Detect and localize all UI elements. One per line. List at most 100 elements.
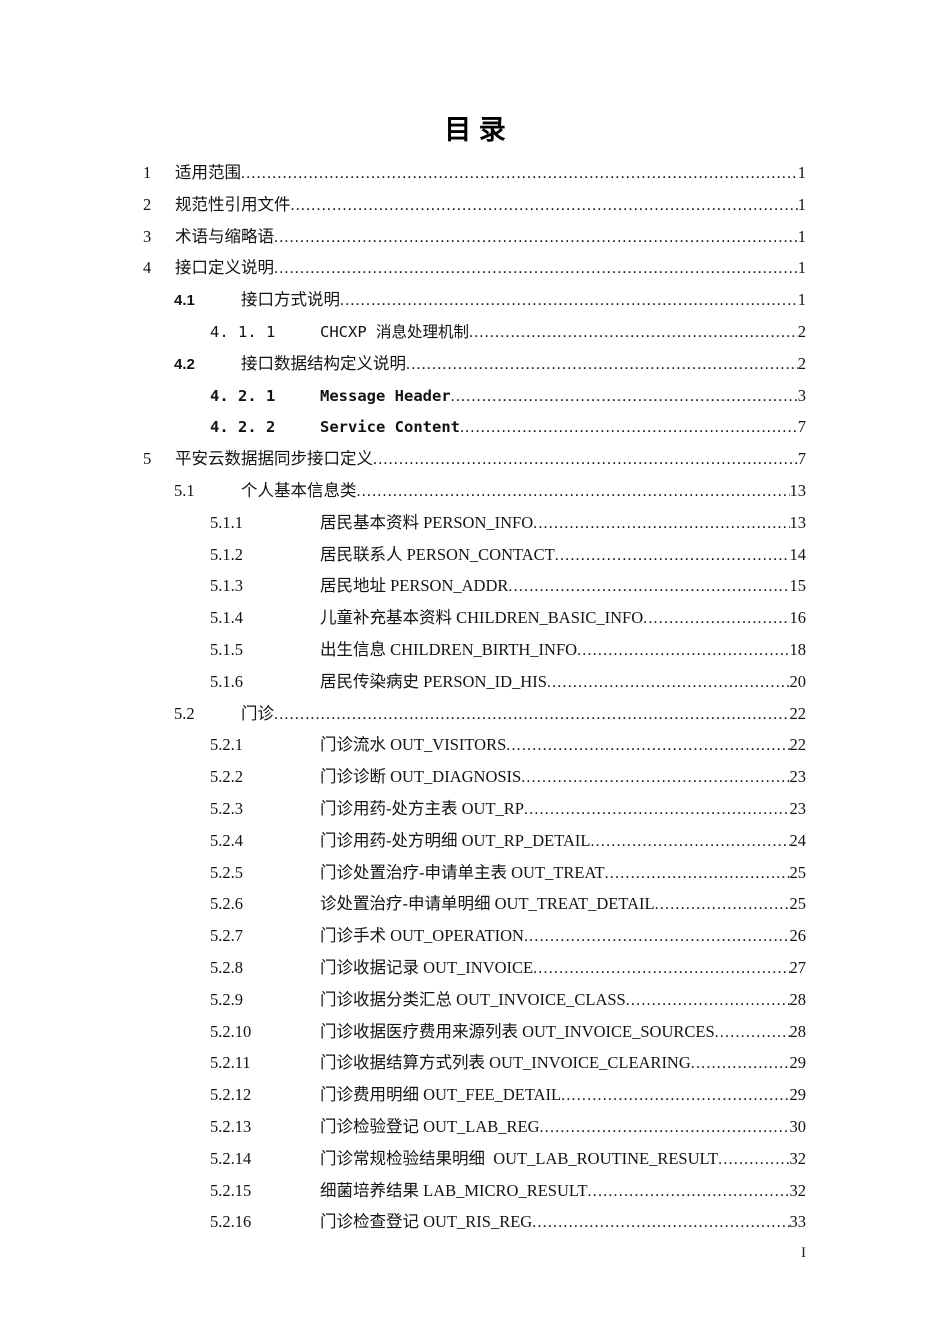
toc-entry[interactable]: 5.2.8 门诊收据记录 OUT_INVOICE 27 (143, 953, 806, 985)
dot-leader (406, 349, 798, 381)
toc-entry-title: 居民联系人 PERSON_CONTACT (320, 544, 555, 564)
toc-entry-title: 门诊用药-处方主表 OUT_RP (320, 798, 524, 818)
toc-entry[interactable]: 5.2.10 门诊收据医疗费用来源列表 OUT_INVOICE_SOURCES … (143, 1017, 806, 1049)
toc-entry[interactable]: 2 规范性引用文件 1 (143, 190, 806, 222)
toc-entry-title: 平安云数据据同步接口定义 (175, 449, 373, 469)
toc-entry-number: 4. 2. 2 (210, 418, 276, 437)
dot-leader (605, 858, 790, 890)
toc-entry[interactable]: 5 平安云数据据同步接口定义 7 (143, 444, 806, 476)
toc-entry-title: 门诊 (241, 703, 274, 723)
toc-entry[interactable]: 5.2 门诊 22 (143, 699, 806, 731)
toc-entry-number: 5.1 (174, 480, 195, 500)
toc-entry-title: 门诊检验登记 OUT_LAB_REG (320, 1116, 540, 1136)
toc-entry[interactable]: 5.1.5 出生信息 CHILDREN_BIRTH_INFO 18 (143, 635, 806, 667)
dot-leader (718, 1144, 789, 1176)
dot-leader (588, 1176, 790, 1208)
toc-list: 1 适用范围 1 2 规范性引用文件 1 3 术语与缩略语 1 4 接口定义说明… (143, 158, 806, 1239)
dot-leader (555, 540, 790, 572)
toc-entry-number: 5.2.10 (210, 1021, 252, 1041)
toc-entry-number: 5.2.7 (210, 926, 243, 946)
toc-entry-number: 5.2 (174, 703, 195, 723)
toc-entry-number: 5.2.6 (210, 894, 243, 914)
toc-entry-title: Message Header (320, 386, 451, 405)
toc-entry-number: 5.2.12 (210, 1085, 252, 1105)
dot-leader (241, 158, 798, 190)
toc-entry-title: 适用范围 (175, 163, 241, 182)
toc-entry-number: 5.2.16 (210, 1212, 252, 1232)
toc-entry-title: 诊处置治疗-申请单明细 OUT_TREAT_DETAIL (320, 894, 655, 914)
toc-entry-page: 1 (797, 226, 806, 246)
footer-page-number: I (801, 1245, 806, 1261)
toc-entry-page: 23 (789, 767, 807, 787)
dot-leader (274, 222, 798, 254)
toc-entry-number: 5.1.6 (210, 671, 243, 691)
toc-entry-number: 5.1.5 (210, 639, 243, 659)
toc-entry[interactable]: 5.2.5 门诊处置治疗-申请单主表 OUT_TREAT 25 (143, 858, 806, 890)
dot-leader (508, 571, 789, 603)
toc-entry[interactable]: 4. 2. 1 Message Header 3 (143, 381, 806, 413)
toc-entry[interactable]: 5.2.9 门诊收据分类汇总 OUT_INVOICE_CLASS 28 (143, 985, 806, 1017)
toc-entry[interactable]: 5.2.11 门诊收据结算方式列表 OUT_INVOICE_CLEARING 2… (143, 1048, 806, 1080)
toc-entry-page: 26 (789, 926, 807, 946)
toc-entry[interactable]: 4.2 接口数据结构定义说明 2 (143, 349, 806, 381)
toc-entry-title: 门诊处置治疗-申请单主表 OUT_TREAT (320, 862, 605, 882)
toc-entry-title: Service Content (320, 418, 460, 437)
toc-entry-title: CHCXP 消息处理机制 (320, 322, 469, 341)
toc-entry[interactable]: 5.1.1 居民基本资料 PERSON_INFO 13 (143, 508, 806, 540)
toc-entry-page: 1 (797, 194, 806, 214)
toc-entry-title: 接口数据结构定义说明 (241, 353, 406, 373)
toc-entry-page: 28 (789, 1021, 807, 1041)
toc-entry[interactable]: 4.1 接口方式说明 1 (143, 285, 806, 317)
toc-entry-number: 2 (143, 194, 152, 214)
toc-entry[interactable]: 5.1.4 儿童补充基本资料 CHILDREN_BASIC_INFO 16 (143, 603, 806, 635)
toc-entry[interactable]: 4. 2. 2 Service Content 7 (143, 412, 806, 444)
toc-entry-number: 5.2.8 (210, 957, 243, 977)
dot-leader (451, 381, 798, 413)
toc-entry[interactable]: 5.1.3 居民地址 PERSON_ADDR 15 (143, 571, 806, 603)
toc-entry-page: 32 (789, 1148, 807, 1168)
toc-entry[interactable]: 5.1.2 居民联系人 PERSON_CONTACT 14 (143, 540, 806, 572)
dot-leader (373, 444, 798, 476)
toc-entry[interactable]: 5.2.1 门诊流水 OUT_VISITORS 22 (143, 730, 806, 762)
toc-entry[interactable]: 5.2.3 门诊用药-处方主表 OUT_RP 23 (143, 794, 806, 826)
dot-leader (626, 985, 790, 1017)
toc-entry[interactable]: 4. 1. 1 CHCXP 消息处理机制 2 (143, 317, 806, 349)
toc-entry[interactable]: 5.1 个人基本信息类 13 (143, 476, 806, 508)
toc-entry[interactable]: 5.2.13 门诊检验登记 OUT_LAB_REG 30 (143, 1112, 806, 1144)
toc-entry-number: 4.1 (174, 292, 195, 310)
toc-entry-number: 5.2.2 (210, 767, 243, 787)
toc-entry-page: 29 (789, 1053, 807, 1073)
dot-leader (524, 794, 790, 826)
toc-entry-page: 2 (797, 353, 806, 373)
toc-entry[interactable]: 5.1.6 居民传染病史 PERSON_ID_HIS 20 (143, 667, 806, 699)
toc-entry[interactable]: 5.2.6 诊处置治疗-申请单明细 OUT_TREAT_DETAIL 25 (143, 889, 806, 921)
toc-entry-title: 细菌培养结果 LAB_MICRO_RESULT (320, 1180, 588, 1200)
dot-leader (274, 699, 790, 731)
toc-entry[interactable]: 5.2.14 门诊常规检验结果明细 OUT_LAB_ROUTINE_RESULT… (143, 1144, 806, 1176)
toc-entry-title: 术语与缩略语 (175, 226, 274, 246)
toc-entry[interactable]: 5.2.12 门诊费用明细 OUT_FEE_DETAIL 29 (143, 1080, 806, 1112)
dot-leader (547, 667, 790, 699)
dot-leader (643, 603, 789, 635)
toc-entry[interactable]: 5.2.4 门诊用药-处方明细 OUT_RP_DETAIL 24 (143, 826, 806, 858)
toc-entry-page: 16 (789, 608, 807, 628)
toc-entry[interactable]: 5.2.16 门诊检查登记 OUT_RIS_REG 33 (143, 1207, 806, 1239)
toc-entry[interactable]: 1 适用范围 1 (143, 158, 806, 190)
toc-entry-page: 20 (789, 671, 807, 691)
toc-entry[interactable]: 5.2.2 门诊诊断 OUT_DIAGNOSIS 23 (143, 762, 806, 794)
toc-entry[interactable]: 5.2.15 细菌培养结果 LAB_MICRO_RESULT 32 (143, 1176, 806, 1208)
toc-entry[interactable]: 5.2.7 门诊手术 OUT_OPERATION 26 (143, 921, 806, 953)
toc-entry-number: 5.1.1 (210, 512, 243, 532)
toc-entry[interactable]: 3 术语与缩略语 1 (143, 222, 806, 254)
toc-entry-title: 门诊收据记录 OUT_INVOICE (320, 957, 534, 977)
toc-entry-number: 4. 2. 1 (210, 386, 276, 405)
dot-leader (340, 285, 798, 317)
toc-entry-number: 5.2.4 (210, 830, 243, 850)
toc-entry[interactable]: 4 接口定义说明 1 (143, 253, 806, 285)
toc-entry-title: 门诊收据结算方式列表 OUT_INVOICE_CLEARING (320, 1053, 691, 1073)
toc-entry-page: 18 (789, 639, 807, 659)
dot-leader (460, 412, 798, 444)
dot-leader (691, 1048, 790, 1080)
toc-entry-number: 5.1.3 (210, 576, 243, 596)
